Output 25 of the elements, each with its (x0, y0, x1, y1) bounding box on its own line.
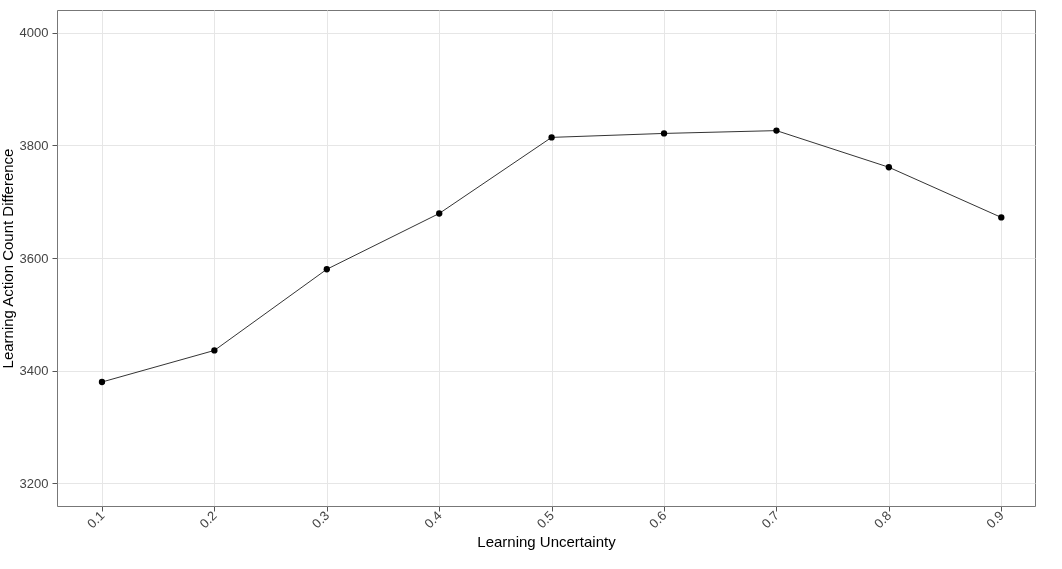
x-tick-label: 0.7 (758, 507, 782, 532)
x-axis-title: Learning Uncertainty (477, 533, 617, 551)
point (885, 164, 893, 171)
x-tick-label: 0.6 (646, 507, 670, 532)
x-tick-label: 0.4 (421, 507, 445, 532)
y-tick-label: 3200 (19, 475, 49, 491)
point (660, 130, 668, 137)
x-tick-label: 0.1 (84, 507, 108, 532)
y-tick-label: 3600 (19, 250, 49, 266)
y-tick-label: 4000 (19, 25, 49, 41)
point (211, 347, 218, 354)
point (998, 214, 1005, 221)
y-tick-label: 3800 (19, 137, 49, 153)
x-tick-label: 0.2 (196, 507, 220, 532)
x-tick-label: 0.9 (983, 507, 1007, 532)
point (323, 266, 330, 273)
x-tick-label: 0.3 (308, 507, 333, 532)
x-tick-label: 0.8 (870, 507, 895, 532)
point (773, 127, 780, 134)
y-axis-title: Learning Action Count Difference (0, 148, 16, 369)
x-tick-label: 0.5 (533, 507, 558, 532)
y-tick-label: 3400 (19, 363, 49, 379)
point (548, 134, 555, 141)
point (98, 378, 106, 386)
point (436, 210, 443, 217)
